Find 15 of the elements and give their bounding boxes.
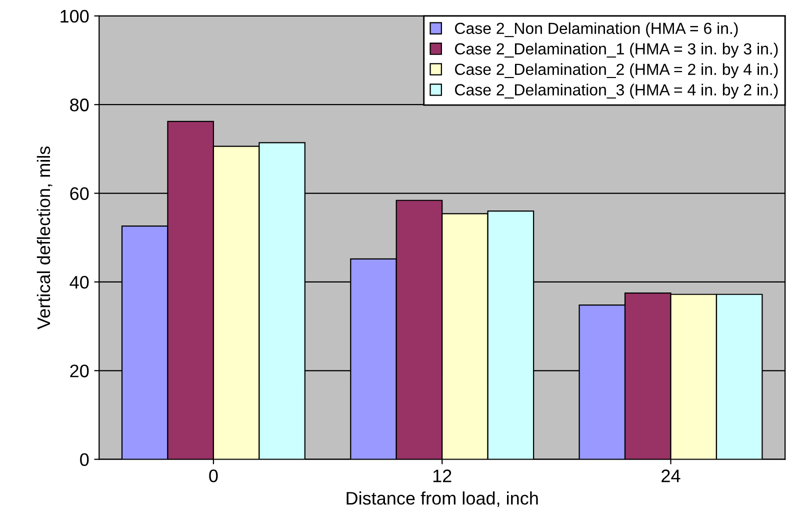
x-tick-label: 12 — [433, 470, 452, 482]
x-tick-label: 0 — [209, 470, 218, 482]
legend-label: Case 2_Delamination_1 (HMA = 3 in. by 3 in.) — [455, 42, 778, 58]
y-tick-label: 0 — [80, 453, 89, 466]
legend-label: Case 2_Non Delamination (HMA = 6 in.) — [455, 22, 738, 38]
legend-label: Case 2_Delamination_2 (HMA = 2 in. by 4 in.) — [455, 63, 778, 78]
x-axis-title: Distance from load, inch — [346, 491, 538, 507]
y-tick-label: 20 — [70, 364, 89, 378]
y-axis-title: Vertical deflection, mils — [36, 146, 52, 330]
x-tick-label: 24 — [662, 470, 680, 482]
legend-label: Case 2_Delamination_3 (HMA = 4 in. by 2 in.) — [455, 84, 778, 99]
y-tick-label: 80 — [70, 98, 89, 112]
y-tick-label: 40 — [70, 276, 89, 289]
y-tick-label: 100 — [60, 10, 89, 23]
y-tick-label: 60 — [70, 187, 89, 200]
